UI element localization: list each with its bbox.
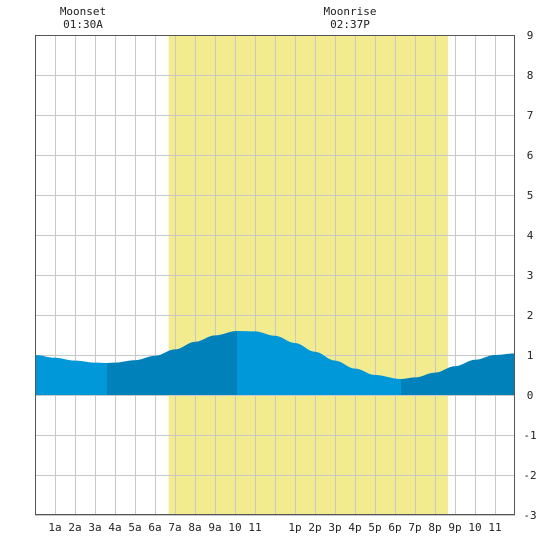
x-tick-label: 3a <box>88 521 101 534</box>
plot-border <box>35 35 515 515</box>
x-tick-label: 9p <box>448 521 461 534</box>
x-tick-label: 8p <box>428 521 441 534</box>
y-tick-label: 6 <box>527 149 534 162</box>
tide-segment-rising <box>107 331 237 395</box>
y-tick-label: 3 <box>527 269 534 282</box>
y-tick-label: 5 <box>527 189 534 202</box>
x-tick-label: 4p <box>348 521 361 534</box>
x-tick-label: 7p <box>408 521 421 534</box>
x-tick-label: 5p <box>368 521 381 534</box>
y-tick-label: 2 <box>527 309 534 322</box>
x-tick-label: 6a <box>148 521 161 534</box>
y-tick-label: -2 <box>523 469 536 482</box>
moonset-label: Moonset 01:30A <box>53 5 113 31</box>
x-tick-label: 9a <box>208 521 221 534</box>
moonrise-label: Moonrise 02:37P <box>315 5 385 31</box>
x-tick-label: 6p <box>388 521 401 534</box>
x-tick-label: 11 <box>488 521 501 534</box>
x-tick-label: 10 <box>468 521 481 534</box>
tide-segment-falling <box>237 331 401 395</box>
y-tick-label: 7 <box>527 109 534 122</box>
tide-segment-falling <box>35 355 107 395</box>
y-tick-label: 0 <box>527 389 534 402</box>
y-tick-label: 9 <box>527 29 534 42</box>
x-tick-label: 5a <box>128 521 141 534</box>
moonset-time: 01:30A <box>63 18 103 31</box>
x-tick-label: 11 <box>248 521 261 534</box>
x-tick-label: 1p <box>288 521 301 534</box>
moonrise-title: Moonrise <box>323 5 377 18</box>
y-tick-label: -1 <box>523 429 536 442</box>
x-tick-label: 4a <box>108 521 121 534</box>
y-tick-label: -3 <box>523 509 536 522</box>
y-tick-label: 8 <box>527 69 534 82</box>
x-tick-label: 3p <box>328 521 341 534</box>
y-tick-label: 4 <box>527 229 534 242</box>
x-tick-label: 10 <box>228 521 241 534</box>
x-tick-label: 7a <box>168 521 181 534</box>
x-tick-label: 2a <box>68 521 81 534</box>
x-tick-label: 2p <box>308 521 321 534</box>
y-tick-label: 1 <box>527 349 534 362</box>
x-tick-label: 1a <box>48 521 61 534</box>
moonset-title: Moonset <box>59 5 107 18</box>
x-tick-label: 8a <box>188 521 201 534</box>
moonrise-time: 02:37P <box>330 18 370 31</box>
tide-segment-rising <box>401 353 515 395</box>
